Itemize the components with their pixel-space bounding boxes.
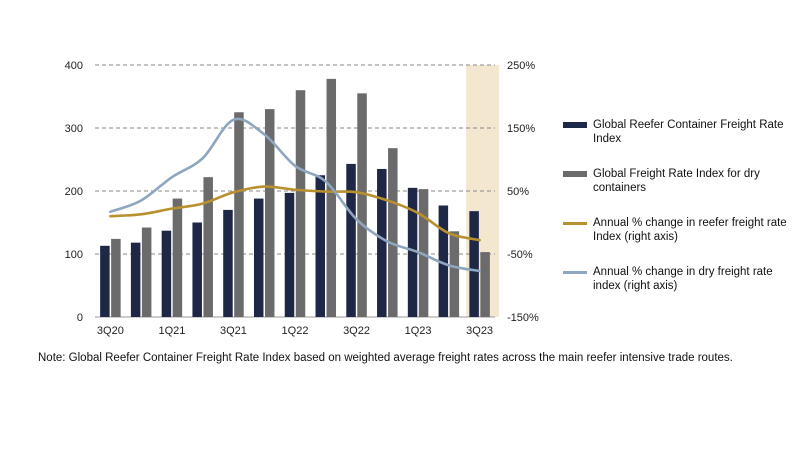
y2-tick-label: 250% (507, 60, 535, 72)
bar-dry-index (326, 78, 337, 317)
bar-dry-index (141, 227, 152, 317)
legend-item-dry-change: Annual % change in dry freight rate inde… (563, 265, 793, 293)
x-axis: 3Q20 1Q21 3Q21 1Q22 3Q22 1Q23 3Q23 (97, 325, 493, 337)
bar-reefer-index (223, 209, 233, 317)
bar-reefer-index (407, 187, 418, 317)
bar-reefer-index (284, 192, 295, 317)
y2-tick-label: -50% (507, 249, 533, 261)
bar-dry-index (480, 252, 490, 317)
x-tick-label: 3Q22 (343, 325, 370, 337)
bars (100, 78, 490, 317)
y-axis-left: 0 100 200 300 400 (65, 60, 83, 324)
x-tick-label: 1Q21 (158, 325, 185, 337)
legend-label-reefer-change: Annual % change in reefer freight rate I… (593, 217, 787, 243)
legend-label-dry-change: Annual % change in dry freight rate inde… (593, 266, 773, 292)
y-tick-label: 400 (65, 60, 83, 72)
lines (109, 117, 481, 273)
legend-swatch-dry-index (563, 171, 587, 177)
bar-reefer-index (100, 245, 110, 317)
legend-swatch-reefer-change (563, 222, 587, 225)
x-tick-label: 3Q20 (97, 325, 124, 337)
legend-label-reefer-index: Global Reefer Container Freight Rate Ind… (593, 119, 784, 145)
y-tick-label: 0 (77, 312, 83, 324)
bar-reefer-index (438, 205, 449, 317)
bar-dry-index (234, 112, 244, 317)
chart: 0 100 200 300 400 -150% -50% 50% 150% 250% 3Q20 1… (65, 60, 539, 337)
bar-dry-index (388, 148, 398, 317)
bar-reefer-index (161, 230, 172, 317)
bar-reefer-index (253, 198, 264, 317)
line-reefer-change (109, 185, 481, 242)
legend-item-dry-index: Global Freight Rate Index for dry contai… (563, 167, 793, 195)
bar-dry-index (295, 90, 306, 317)
y-tick-label: 300 (65, 123, 83, 135)
y2-tick-label: 150% (507, 123, 535, 135)
legend-swatch-reefer-index (563, 122, 587, 128)
y2-tick-label: -150% (507, 312, 539, 324)
legend-item-reefer-index: Global Reefer Container Freight Rate Ind… (563, 118, 793, 146)
bar-dry-index (357, 93, 367, 317)
bar-reefer-index (315, 175, 326, 317)
bar-dry-index (111, 238, 121, 317)
y-tick-label: 200 (65, 186, 83, 198)
y2-tick-label: 50% (507, 186, 529, 198)
bar-reefer-index (469, 211, 479, 317)
y-axis-right: -150% -50% 50% 150% 250% (507, 60, 539, 324)
legend-swatch-dry-change (563, 271, 587, 274)
bar-dry-index (172, 198, 183, 317)
x-tick-label: 1Q22 (282, 325, 309, 337)
bar-reefer-index (130, 242, 141, 317)
bar-reefer-index (346, 163, 356, 317)
bar-dry-index (203, 177, 213, 317)
legend-label-dry-index: Global Freight Rate Index for dry contai… (593, 168, 760, 194)
bar-dry-index (264, 109, 275, 317)
legend-item-reefer-change: Annual % change in reefer freight rate I… (563, 216, 793, 244)
line-dry-change (109, 117, 481, 273)
legend: Global Reefer Container Freight Rate Ind… (563, 118, 793, 314)
bar-dry-index (449, 231, 460, 317)
x-tick-label: 1Q23 (405, 325, 432, 337)
bar-reefer-index (192, 222, 202, 317)
chart-note: Note: Global Reefer Container Freight Ra… (38, 352, 733, 364)
x-tick-label: 3Q21 (220, 325, 247, 337)
y-tick-label: 100 (65, 249, 83, 261)
bar-reefer-index (377, 168, 387, 317)
x-tick-label: 3Q23 (466, 325, 493, 337)
